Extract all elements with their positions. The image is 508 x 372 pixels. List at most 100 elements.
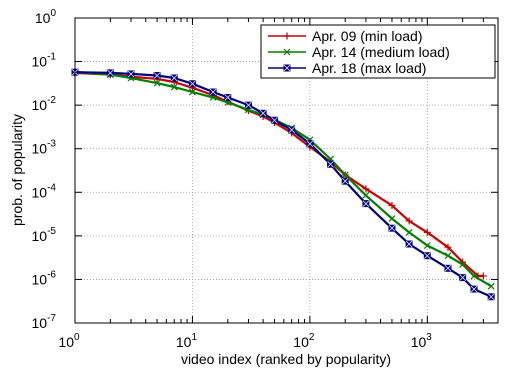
marker-stroke xyxy=(153,79,161,87)
marker-stroke xyxy=(362,191,370,199)
series-layer xyxy=(71,68,495,301)
marker-stroke xyxy=(189,80,196,87)
data-point xyxy=(388,201,396,209)
marker-stroke xyxy=(170,74,178,82)
marker-stroke xyxy=(327,161,334,168)
tick-labels: 100 101 102 103 100 10-1 10-2 10-3 10-4 10-5 10-6 1… xyxy=(32,8,433,350)
marker-stroke xyxy=(283,48,291,56)
marker-stroke xyxy=(107,69,114,77)
marker-stroke xyxy=(459,261,467,268)
data-point xyxy=(444,243,452,251)
marker-stroke xyxy=(283,64,291,72)
data-point xyxy=(423,252,431,260)
data-point xyxy=(283,64,291,72)
data-point xyxy=(388,224,396,232)
data-point xyxy=(306,140,314,148)
data-point xyxy=(153,79,161,87)
marker-stroke xyxy=(487,282,495,290)
marker-stroke xyxy=(209,88,217,96)
marker-stroke xyxy=(470,272,478,280)
data-point xyxy=(487,282,495,290)
data-point xyxy=(327,160,335,168)
marker-stroke xyxy=(444,265,452,272)
marker-stroke xyxy=(341,177,349,185)
marker-stroke xyxy=(388,224,396,232)
marker-stroke xyxy=(362,200,370,207)
legend: Apr. 09 (min load)Apr. 14 (medium load)A… xyxy=(260,24,496,79)
data-point xyxy=(224,93,232,101)
x-axis-label: video index (ranked by popularity) xyxy=(181,351,391,367)
y-tick-label: 10-2 xyxy=(32,95,57,113)
legend-label: Apr. 18 (max load) xyxy=(312,60,426,76)
legend-item: Apr. 14 (medium load) xyxy=(268,44,450,60)
ticks xyxy=(74,17,499,324)
data-point xyxy=(106,69,114,77)
data-point xyxy=(423,228,431,236)
data-point xyxy=(405,228,413,236)
marker-stroke xyxy=(306,140,314,147)
marker-stroke xyxy=(259,110,267,117)
data-point xyxy=(209,88,217,96)
x-tick-label: 101 xyxy=(176,332,198,350)
data-point xyxy=(444,252,452,260)
marker-stroke xyxy=(288,126,295,134)
marker-stroke xyxy=(127,70,135,78)
y-tick-label: 10-6 xyxy=(32,269,57,287)
data-point xyxy=(127,70,135,78)
marker-stroke xyxy=(444,252,452,260)
data-point xyxy=(444,264,452,272)
data-point xyxy=(244,101,252,109)
marker-stroke xyxy=(405,228,413,236)
x-tick-label: 102 xyxy=(293,332,315,350)
y-tick-label: 10-7 xyxy=(32,313,57,331)
y-tick-label: 10-3 xyxy=(32,139,57,157)
legend-item: Apr. 18 (max load) xyxy=(268,60,426,76)
data-point xyxy=(259,109,267,117)
plot-frame xyxy=(74,17,499,324)
data-point xyxy=(341,177,349,185)
x-tick-label: 100 xyxy=(58,332,80,350)
y-tick-label: 10-1 xyxy=(32,52,57,70)
legend-label: Apr. 09 (min load) xyxy=(312,28,423,44)
data-point xyxy=(188,80,196,88)
marker-stroke xyxy=(224,94,232,101)
series-3 xyxy=(71,68,495,301)
marker-stroke xyxy=(388,215,396,222)
marker-stroke xyxy=(459,274,466,281)
data-point xyxy=(153,71,161,79)
marker-stroke xyxy=(245,101,252,109)
data-point xyxy=(470,285,478,293)
data-point xyxy=(405,240,413,248)
data-point xyxy=(487,293,495,301)
marker-stroke xyxy=(405,240,413,248)
data-point xyxy=(388,215,396,222)
marker-stroke xyxy=(341,171,349,179)
data-point xyxy=(170,83,178,91)
data-point xyxy=(405,217,413,225)
marker-stroke xyxy=(487,293,495,301)
y-tick-label: 100 xyxy=(35,8,57,26)
data-point xyxy=(283,48,291,56)
y-tick-label: 10-5 xyxy=(32,226,57,244)
data-point xyxy=(459,274,467,282)
data-point xyxy=(423,242,431,249)
legend-label: Apr. 14 (medium load) xyxy=(312,44,450,60)
data-point xyxy=(189,88,196,96)
y-axis-label: prob. of popularity xyxy=(9,114,25,226)
data-point xyxy=(459,261,467,268)
marker-stroke xyxy=(424,252,431,259)
data-point xyxy=(362,200,370,208)
data-point xyxy=(283,32,291,40)
legend-item: Apr. 09 (min load) xyxy=(268,28,423,44)
marker-stroke xyxy=(423,242,431,249)
marker-stroke xyxy=(271,117,278,124)
marker-stroke xyxy=(189,88,196,96)
data-point xyxy=(362,191,370,199)
data-point xyxy=(170,74,178,82)
x-tick-label: 103 xyxy=(411,332,433,350)
marker-stroke xyxy=(170,83,178,91)
data-point xyxy=(271,116,279,124)
marker-stroke xyxy=(153,72,161,79)
data-point xyxy=(288,126,296,134)
